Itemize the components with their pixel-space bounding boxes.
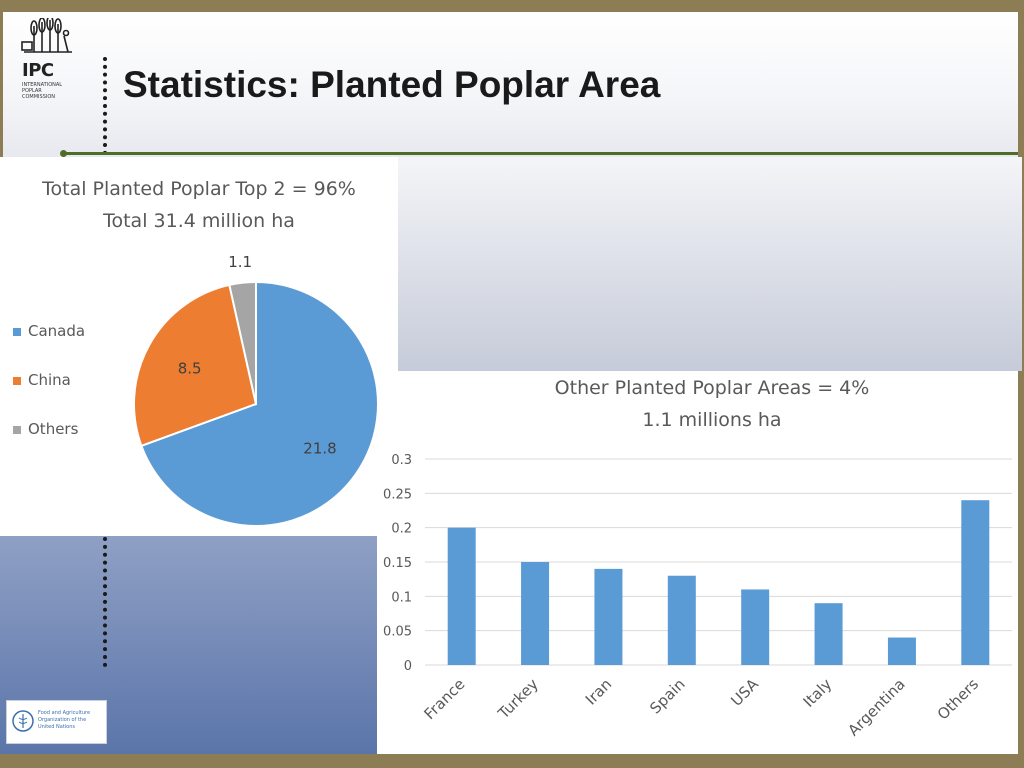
legend-label-canada: Canada — [28, 322, 85, 340]
legend-swatch-china — [13, 377, 21, 385]
pie-data-label-china: 8.5 — [178, 360, 202, 378]
y-tick-label: 0.25 — [383, 487, 412, 502]
x-tick-label-italy: Italy — [800, 675, 836, 711]
x-tick-label-usa: USA — [727, 675, 762, 710]
fao-logo: Food and Agriculture Organization of the… — [6, 700, 107, 744]
logo-text: IPC — [22, 60, 54, 81]
fao-text: Food and Agriculture Organization of the… — [38, 710, 91, 730]
pie-data-label-others: 1.1 — [228, 253, 252, 271]
logo-subtext: INTERNATIONAL POPLAR COMMISSION — [22, 82, 63, 100]
legend-label-china: China — [28, 371, 71, 389]
y-tick-label: 0.1 — [391, 590, 412, 605]
pie-slice-canada — [140, 280, 379, 527]
bar-chart-title-block: Other Planted Poplar Areas = 4% 1.1 mill… — [377, 372, 1024, 436]
pie-slice-china — [133, 283, 258, 448]
bar-italy — [814, 603, 843, 665]
pie-chart-panel: Total Planted Poplar Top 2 = 96% Total 3… — [0, 157, 398, 536]
bar-chart-title: Other Planted Poplar Areas = 4% — [554, 377, 870, 399]
bar-chart-panel: Other Planted Poplar Areas = 4% 1.1 mill… — [377, 371, 1018, 754]
legend-label-others: Others — [28, 420, 79, 438]
frame-bottom — [0, 754, 1024, 768]
fao-emblem-icon — [12, 710, 34, 732]
dotted-divider-top — [103, 57, 107, 155]
bar-argentina — [887, 637, 916, 665]
ipc-logo: IPC INTERNATIONAL POPLAR COMMISSION — [20, 18, 84, 110]
frame-top — [0, 0, 1024, 12]
header-underline — [62, 152, 1018, 155]
header-underline-dot — [60, 150, 67, 157]
legend-swatch-canada — [13, 328, 21, 336]
y-tick-label: 0.2 — [391, 522, 412, 537]
gray-decor-block — [398, 157, 1022, 371]
pie-chart: 21.8 8.5 1.1 Canada China Others — [13, 253, 379, 527]
x-tick-label-iran: Iran — [582, 675, 615, 708]
bar-iran — [594, 568, 623, 665]
pie-chart-title-block: Total Planted Poplar Top 2 = 96% Total 3… — [0, 173, 398, 237]
frame-right — [1018, 0, 1024, 768]
bar-others — [961, 500, 990, 665]
bar-france — [447, 527, 476, 665]
x-tick-label-others: Others — [934, 675, 983, 724]
x-tick-label-france: France — [421, 675, 469, 723]
y-tick-label: 0.15 — [383, 556, 412, 571]
bar-turkey — [521, 562, 550, 665]
y-tick-label: 0 — [404, 659, 412, 674]
x-tick-label-turkey: Turkey — [494, 675, 542, 723]
bar-usa — [741, 589, 770, 665]
x-tick-label-argentina: Argentina — [844, 675, 908, 739]
legend-swatch-others — [13, 426, 21, 434]
bar-spain — [667, 575, 696, 665]
x-tick-label-spain: Spain — [646, 675, 688, 717]
bar-chart-subtitle: 1.1 millions ha — [642, 409, 782, 431]
slide-header — [3, 12, 1018, 157]
y-tick-label: 0.3 — [391, 453, 412, 468]
poplar-trees-icon — [21, 18, 72, 53]
slide-title: Statistics: Planted Poplar Area — [123, 64, 661, 105]
pie-data-label-canada: 21.8 — [303, 439, 336, 457]
pie-slice-others — [228, 280, 257, 405]
pie-chart-title: Total Planted Poplar Top 2 = 96% — [42, 178, 356, 200]
y-tick-label: 0.05 — [383, 625, 412, 640]
pie-chart-subtitle: Total 31.4 million ha — [103, 210, 295, 232]
bar-chart: 0 0.05 0.1 0.15 0.2 0.25 0.3 France Turkey Iran Sp… — [383, 453, 1012, 740]
dotted-divider-bottom — [103, 537, 107, 667]
